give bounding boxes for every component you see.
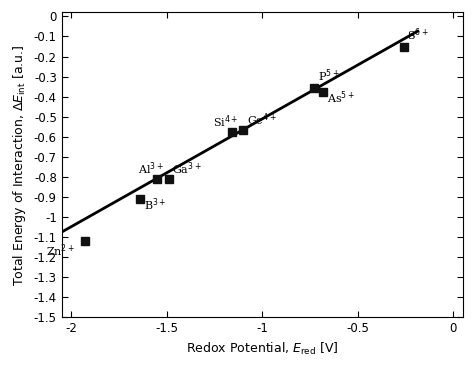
Text: Si$^{4+}$: Si$^{4+}$ [213, 113, 238, 130]
X-axis label: Redox Potential, $E_{\mathrm{red}}$ [V]: Redox Potential, $E_{\mathrm{red}}$ [V] [186, 341, 338, 357]
Y-axis label: Total Energy of Interaction, $\Delta E_{\mathrm{int}}$ [a.u.]: Total Energy of Interaction, $\Delta E_{… [11, 44, 28, 286]
Text: Zn$^{2+}$: Zn$^{2+}$ [46, 243, 75, 259]
Text: S$^{6+}$: S$^{6+}$ [408, 27, 429, 43]
Text: As$^{5+}$: As$^{5+}$ [327, 89, 355, 106]
Text: Ge$^{4+}$: Ge$^{4+}$ [247, 111, 277, 128]
Text: P$^{5+}$: P$^{5+}$ [318, 67, 339, 84]
Text: Ga$^{3+}$: Ga$^{3+}$ [173, 160, 202, 177]
Text: B$^{3+}$: B$^{3+}$ [144, 197, 166, 213]
Text: Al$^{3+}$: Al$^{3+}$ [138, 160, 164, 177]
